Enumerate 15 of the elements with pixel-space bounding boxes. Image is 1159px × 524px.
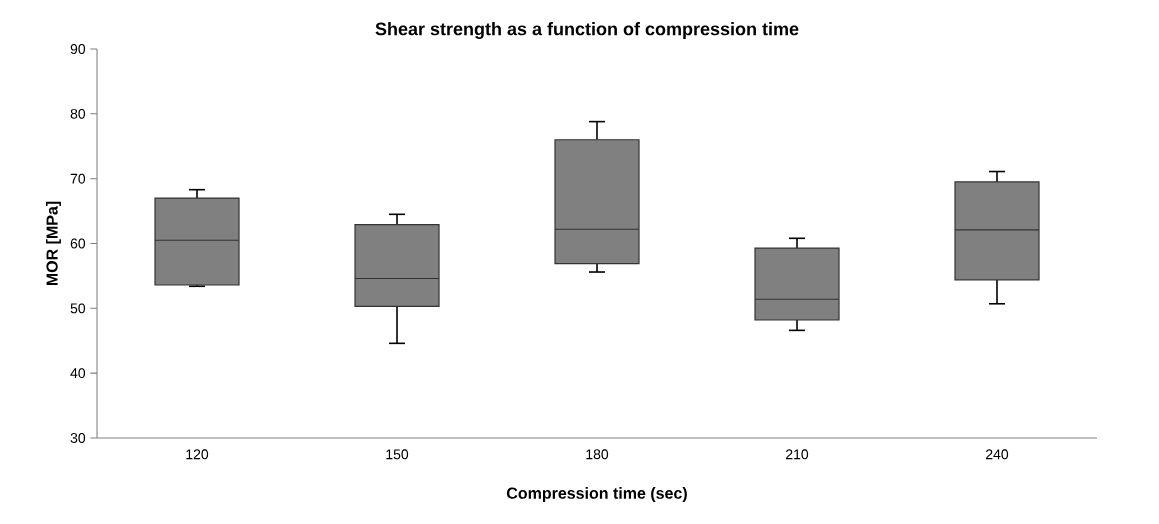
x-tick-label: 240 — [986, 449, 1009, 460]
y-tick-label: 90 — [70, 44, 86, 54]
x-tick-label: 120 — [186, 449, 209, 460]
x-tick-label: 210 — [786, 449, 809, 460]
x-tick-label: 150 — [386, 449, 409, 460]
y-tick-label: 80 — [70, 108, 86, 119]
y-tick-label: 60 — [70, 238, 86, 249]
y-tick-label: 40 — [70, 368, 86, 379]
y-tick-label: 70 — [70, 173, 86, 184]
y-tick-label: 50 — [70, 303, 86, 314]
x-axis-title: Compression time (sec) — [506, 487, 687, 503]
x-tick-label: 180 — [586, 449, 609, 460]
chart-title: Shear strength as a function of compression time — [375, 22, 799, 39]
y-axis-title: MOR [MPa] — [46, 201, 61, 286]
y-tick-label: 30 — [70, 433, 86, 443]
